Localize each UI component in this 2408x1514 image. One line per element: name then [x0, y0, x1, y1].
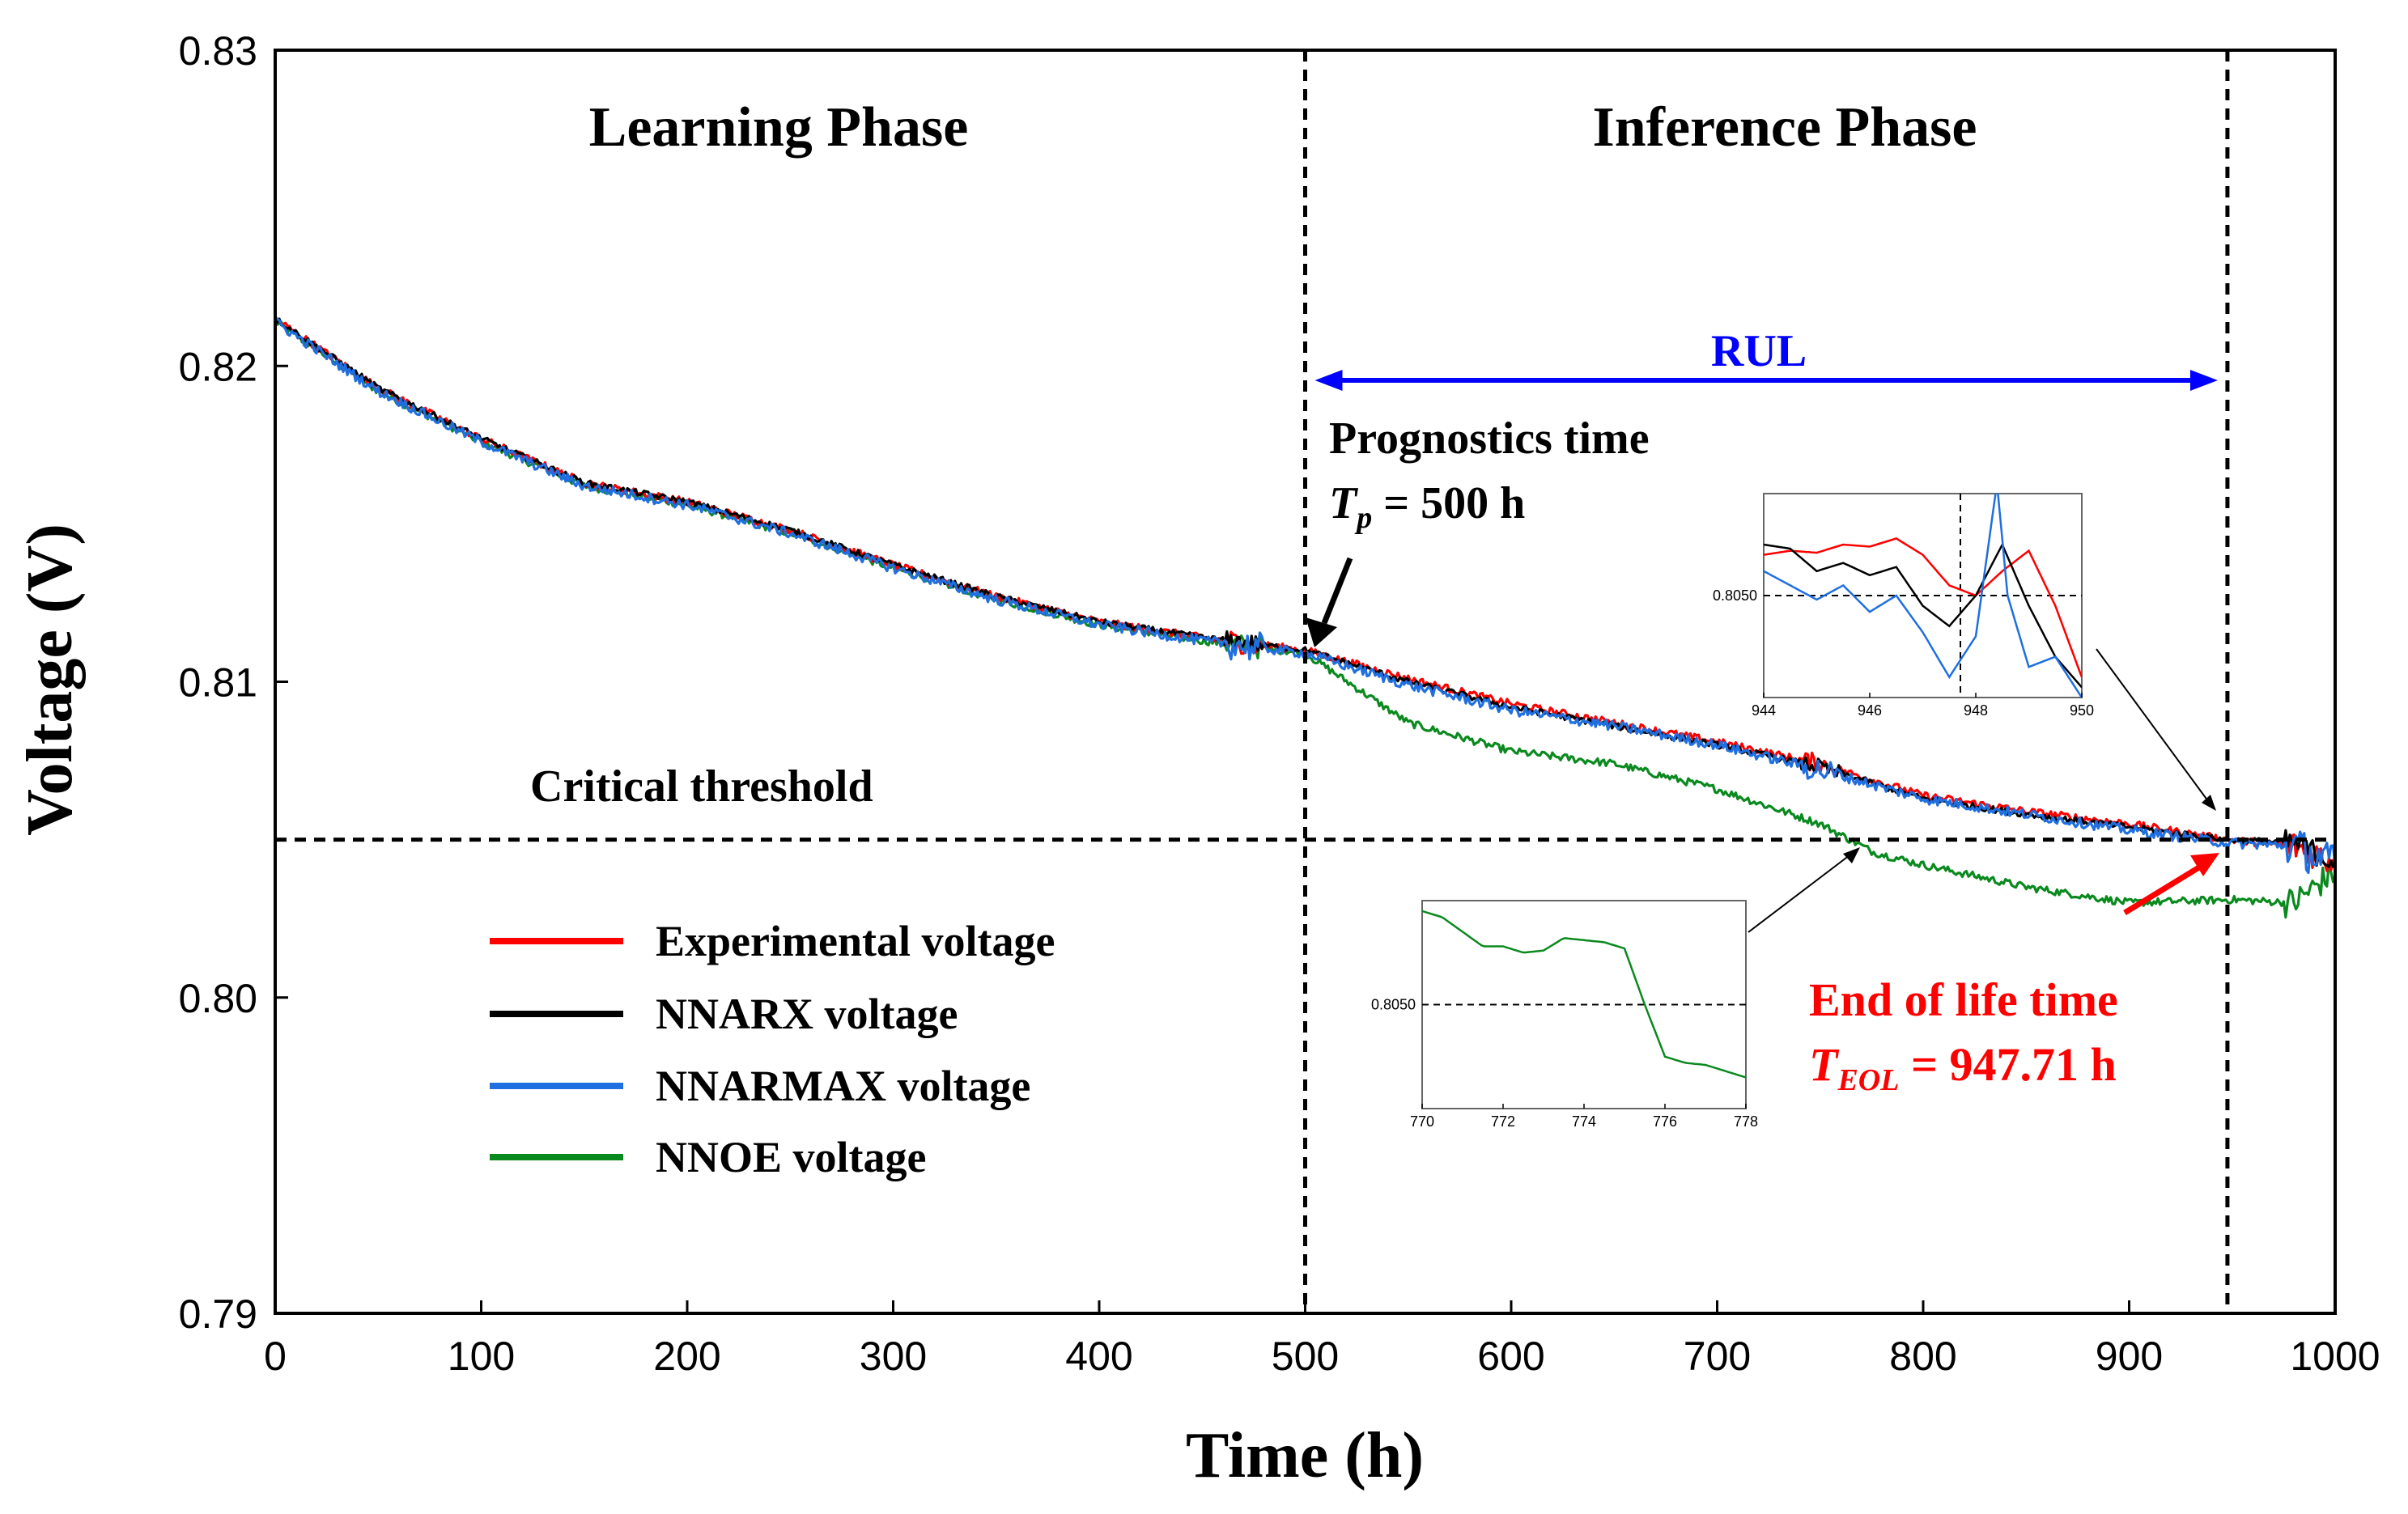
x-tick-label: 300 — [860, 1334, 927, 1379]
legend-label-nnarmax-voltage: NNARMAX voltage — [656, 1062, 1030, 1110]
inset-eol-xtick-label: 950 — [2070, 702, 2094, 719]
x-tick-label: 1000 — [2290, 1334, 2380, 1379]
eol-title-label: End of life time — [1809, 973, 2118, 1026]
overlay-layer — [275, 50, 2335, 1313]
y-tick-label: 0.80 — [179, 976, 257, 1021]
x-tick-label: 400 — [1065, 1334, 1132, 1379]
x-tick-label: 100 — [448, 1334, 515, 1379]
x-tick-label: 600 — [1477, 1334, 1544, 1379]
inset-nnoe-leader-head — [1843, 847, 1860, 863]
legend-label-nnarx-voltage: NNARX voltage — [656, 990, 958, 1038]
text-layer: Learning Phase Inference Phase RUL Prognost… — [490, 96, 2118, 1181]
inset-eol-leader-line — [2096, 648, 2209, 802]
inset-nnoe-xtick-label: 778 — [1734, 1113, 1758, 1130]
prognostics-time-value: Tp = 500 h — [1329, 478, 1525, 535]
rul-arrow-right-head — [2189, 370, 2218, 391]
eol-arrow-shaft — [2123, 863, 2203, 915]
x-axis-title: Time (h) — [1186, 1420, 1424, 1491]
inset-nnoe-xtick-label: 770 — [1410, 1113, 1434, 1130]
prognostics-time-label: Prognostics time — [1329, 413, 1650, 464]
inset-nnoe-xtick-label: 774 — [1572, 1113, 1596, 1130]
legend: Experimental voltage NNARX voltage NNARMAX… — [490, 917, 1055, 1181]
rul-label: RUL — [1711, 326, 1807, 376]
eol-arrow-head — [2190, 853, 2219, 876]
prognostics-arrow-head — [1306, 617, 1337, 647]
y-tick-label: 0.81 — [179, 660, 257, 706]
y-tick-label: 0.82 — [179, 344, 257, 389]
inset-eol-xtick-label: 948 — [1964, 702, 1988, 719]
inset-nnoe-ytick-label: 0.8050 — [1371, 997, 1416, 1013]
x-tick-label: 500 — [1272, 1334, 1339, 1379]
inset-nnoe-xtick-label: 776 — [1653, 1113, 1677, 1130]
inset-nnoe-xtick-label: 772 — [1491, 1113, 1515, 1130]
rul-arrow-left-head — [1314, 370, 1343, 391]
y-axis-title: Voltage (V) — [15, 524, 86, 836]
critical-threshold-label: Critical threshold — [530, 761, 873, 812]
inset-eol: 944 946 948 950 0.8050 — [1713, 493, 2216, 811]
x-tick-label: 0 — [264, 1334, 287, 1379]
x-tick-label: 700 — [1684, 1334, 1751, 1379]
inference-phase-label: Inference Phase — [1593, 96, 1977, 159]
inset-nnoe-leader-line — [1748, 855, 1850, 933]
eol-time-value: TEOL = 947.71 h — [1809, 1038, 2117, 1097]
inset-eol-series-nnarmax-voltage — [1764, 494, 2082, 698]
x-tick-label: 900 — [2096, 1334, 2163, 1379]
inset-nnoe-series-nnoe-voltage — [1422, 910, 1746, 1079]
learning-phase-label: Learning Phase — [589, 96, 969, 159]
legend-label-nnoe-voltage: NNOE voltage — [656, 1133, 926, 1181]
inset-nnoe: 770 772 774 776 778 0.8050 — [1371, 847, 1860, 1130]
legend-label-experimental-voltage: Experimental voltage — [656, 917, 1055, 965]
x-tick-label: 200 — [653, 1334, 720, 1379]
inset-layer: 944 946 948 950 0.8050 770 772 774 776 778 0.8050 — [1371, 493, 2216, 1130]
inset-eol-series-nnarx-voltage — [1764, 542, 2082, 689]
inset-eol-ytick-label: 0.8050 — [1713, 587, 1757, 604]
inset-eol-leader-head — [2202, 795, 2216, 811]
y-tick-label: 0.79 — [179, 1291, 257, 1337]
inset-eol-xtick-label: 946 — [1858, 702, 1882, 719]
y-tick-label: 0.83 — [179, 28, 257, 74]
inset-eol-xtick-label: 944 — [1752, 702, 1776, 719]
prognostics-arrow-shaft — [1321, 557, 1353, 625]
axis-layer: 0 100 200 300 400 500 600 700 800 900 1000 0.79 0.80… — [15, 28, 2380, 1491]
inset-eol-series-experimental-voltage — [1764, 537, 2082, 678]
x-tick-label: 800 — [1889, 1334, 1956, 1379]
